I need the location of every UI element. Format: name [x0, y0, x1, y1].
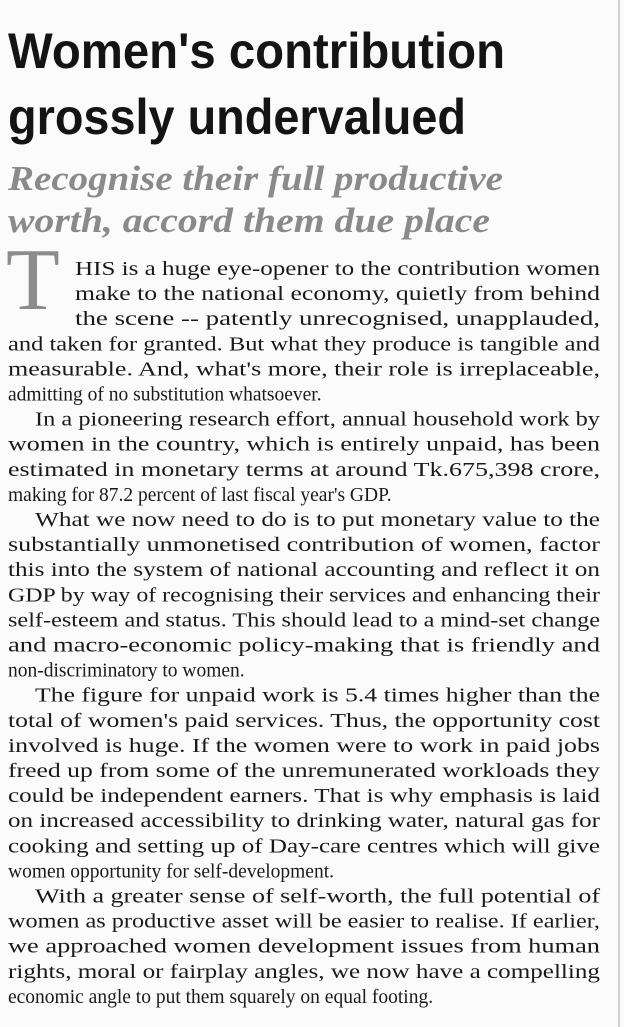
- body-line: The figure for unpaid work is 5.4 times …: [35, 686, 600, 707]
- body-line: total of women's paid services. Thus, th…: [8, 711, 601, 732]
- body-line: substantially unmonetised contribution o…: [8, 535, 601, 556]
- body-line: make to the national economy, quietly fr…: [75, 284, 600, 305]
- body-line: self-esteem and status. This should lead…: [8, 610, 600, 631]
- body-line: cooking and setting up of Day-care centr…: [8, 836, 600, 857]
- body-line: and taken for granted. But what they pro…: [8, 334, 600, 355]
- body-line: HIS is a huge eye-opener to the contribu…: [75, 259, 600, 280]
- body-line: What we now need to do is to put monetar…: [35, 510, 600, 531]
- body-line: the scene -- patently unrecognised, unap…: [75, 309, 600, 330]
- body-line: admitting of no substitution whatsoever.: [8, 385, 322, 406]
- body-line: rights, moral or fairplay angles, we now…: [8, 962, 600, 983]
- body-line: non-discriminatory to women.: [8, 661, 245, 682]
- body-line: this into the system of national account…: [8, 560, 600, 581]
- body-line: measurable. And, what's more, their role…: [8, 359, 600, 380]
- headline: Women's contribution: [8, 23, 505, 79]
- body-line: women opportunity for self-development.: [8, 861, 334, 882]
- headline: grossly undervalued: [8, 89, 466, 145]
- drop-cap: T: [6, 232, 60, 329]
- body-line: With a greater sense of self-worth, the …: [35, 887, 601, 908]
- body-line: women in the country, which is entirely …: [8, 435, 600, 456]
- body-line: In a pioneering research effort, annual …: [35, 410, 600, 431]
- body-line: and macro-economic policy-making that is…: [8, 636, 600, 657]
- body-line: could be independent earners. That is wh…: [8, 786, 600, 807]
- body-line: freed up from some of the unremunerated …: [8, 761, 600, 782]
- subheadline: worth, accord them due place: [8, 201, 490, 240]
- body-line: GDP by way of recognising their services…: [8, 585, 601, 606]
- body-line: making for 87.2 percent of last fiscal y…: [8, 485, 392, 506]
- body-line: economic angle to put them squarely on e…: [8, 987, 433, 1008]
- body-line: we approached women development issues f…: [8, 937, 600, 958]
- body-line: women as productive asset will be easier…: [8, 912, 600, 933]
- body-line: estimated in monetary terms at around Tk…: [8, 460, 600, 481]
- subheadline: Recognise their full productive: [7, 159, 503, 198]
- body-line: on increased accessibility to drinking w…: [8, 811, 601, 832]
- body-line: involved is huge. If the women were to w…: [8, 736, 600, 757]
